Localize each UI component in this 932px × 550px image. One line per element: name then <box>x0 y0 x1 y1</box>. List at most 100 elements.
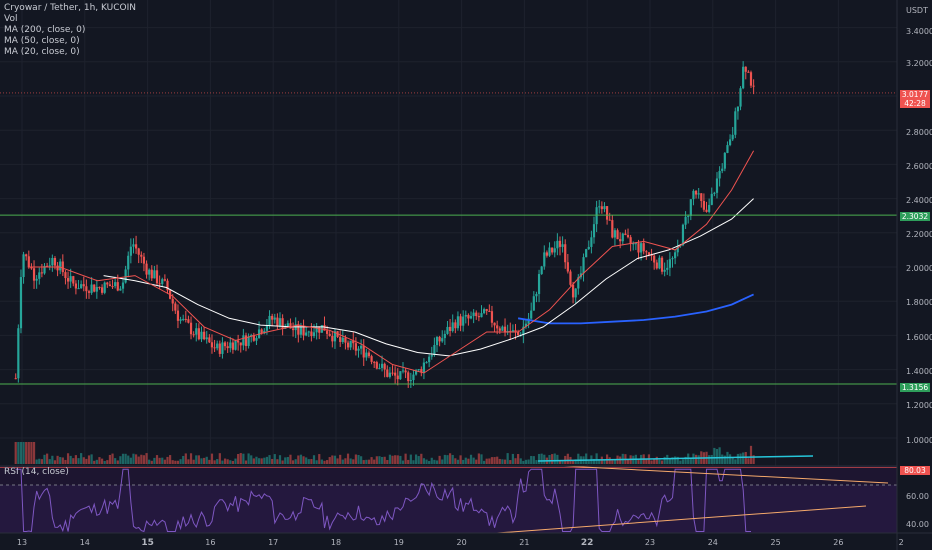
candle-body <box>441 338 444 342</box>
candle-body <box>467 314 470 319</box>
legend-ma50[interactable]: MA (50, close, 0) <box>4 36 80 46</box>
candle-body <box>590 237 593 247</box>
volume-bar <box>108 454 112 464</box>
time-axis-label: 24 <box>708 538 718 547</box>
volume-bar <box>417 456 420 464</box>
candle-body <box>307 331 310 333</box>
volume-bar <box>496 456 499 464</box>
volume-bar <box>169 455 172 464</box>
volume-trend-line <box>537 455 814 462</box>
volume-bar <box>312 455 316 464</box>
legend-ma200[interactable]: MA (200, close, 0) <box>4 25 86 35</box>
volume-bar <box>503 459 507 464</box>
price-tick: 1.4000 <box>906 367 932 376</box>
volume-bar <box>548 454 551 464</box>
candle-body <box>687 215 690 217</box>
volume-bar <box>339 454 342 464</box>
candle-body <box>537 274 541 294</box>
candle-body <box>451 322 454 331</box>
volume-bar <box>328 457 331 464</box>
time-axis-label: 22 <box>581 538 594 548</box>
candle-body <box>166 280 169 291</box>
price-tick: 3.2000 <box>906 59 932 68</box>
candle-body <box>642 243 645 252</box>
volume-bar <box>637 458 640 464</box>
candle-body <box>46 265 49 267</box>
candle-body <box>244 335 248 346</box>
volume-bar <box>394 455 397 464</box>
candle-body <box>666 267 669 270</box>
volume-bar <box>257 458 261 464</box>
rsi-legend[interactable]: RSI (14, close) <box>4 467 69 477</box>
candle-body <box>189 322 193 335</box>
volume-bar <box>522 460 525 464</box>
candle-body <box>106 282 109 285</box>
candle-body <box>14 378 17 380</box>
volume-bar <box>121 453 125 464</box>
current-price-tag: 3.0177 42:28 <box>900 90 930 108</box>
volume-bar <box>386 460 389 464</box>
volume-bar <box>587 460 590 464</box>
volume-bar <box>391 455 394 464</box>
candle-body <box>535 293 538 297</box>
symbol-title[interactable]: Cryowar / Tether, 1h, KUCOIN <box>4 3 136 13</box>
candle-body <box>263 330 266 334</box>
currency-unit[interactable]: USDT <box>906 6 928 15</box>
volume-bar <box>571 460 575 464</box>
ma20-line <box>28 150 755 374</box>
volume-bar <box>490 457 494 464</box>
volume-bar <box>731 457 734 464</box>
candle-body <box>134 244 138 249</box>
volume-bar <box>613 459 617 464</box>
moving-averages <box>28 150 755 374</box>
legend-vol[interactable]: Vol <box>4 14 18 24</box>
candle-body <box>459 316 462 326</box>
volume-bar <box>619 456 622 464</box>
candle-body <box>237 340 240 343</box>
volume-bar <box>749 445 753 464</box>
legend-ma20[interactable]: MA (20, close, 0) <box>4 47 80 57</box>
rsi-band <box>0 485 897 533</box>
volume-bar <box>752 455 755 464</box>
time-axis-label: 25 <box>771 538 781 547</box>
time-axis-label: 23 <box>645 538 655 547</box>
candle-body <box>710 193 713 205</box>
volume-bar <box>221 460 224 464</box>
volume-bar <box>480 454 483 464</box>
volume-bar <box>388 454 392 464</box>
time-axis[interactable]: 13 14 15 16 17 18 19 20 21 22 23 24 25 26 2 <box>17 538 904 548</box>
candle-body <box>195 328 198 335</box>
volume-bar <box>689 458 692 464</box>
candle-body <box>626 235 630 238</box>
price-tick: 2.6000 <box>906 162 932 171</box>
volume-bar <box>425 459 428 464</box>
candle-body <box>273 317 276 320</box>
candle-body <box>40 272 43 274</box>
volume-bar <box>375 456 378 464</box>
price-tick: 1.6000 <box>906 333 932 342</box>
volume-bar <box>129 457 132 464</box>
candle-body <box>53 257 57 266</box>
volume-bar <box>310 459 313 464</box>
time-axis-label: 14 <box>80 538 90 547</box>
volume-bar <box>399 455 402 464</box>
volume-bar <box>281 460 284 464</box>
volume-bar <box>100 458 104 464</box>
candle-body <box>137 248 140 255</box>
candle-body <box>548 247 551 256</box>
candle-body <box>223 342 227 347</box>
ma200-line <box>517 293 754 325</box>
volume-bar <box>747 458 750 464</box>
volume-bar <box>585 453 588 464</box>
candle-body <box>305 332 308 336</box>
volume-bar <box>25 442 28 464</box>
candle-body <box>485 309 488 311</box>
candle-body <box>430 354 433 357</box>
candle-body <box>82 284 85 287</box>
volume-bar <box>333 455 337 464</box>
volume-bar <box>291 460 295 464</box>
candle-body <box>496 325 499 329</box>
volume-bar <box>679 460 682 464</box>
volume-bar <box>132 453 135 464</box>
